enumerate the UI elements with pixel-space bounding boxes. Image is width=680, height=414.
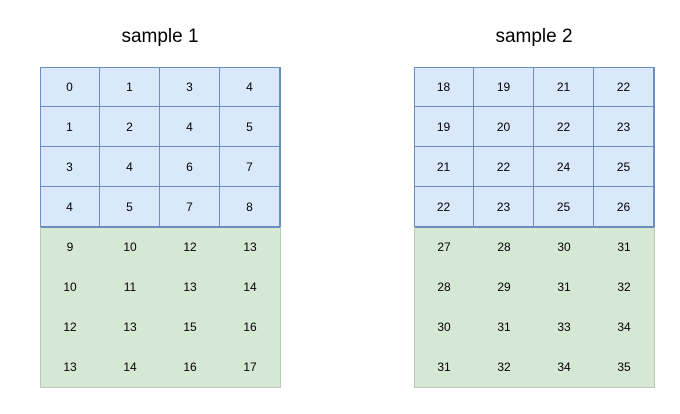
blue-cell: 2 xyxy=(100,107,160,147)
green-cell: 31 xyxy=(414,347,474,387)
green-cell: 16 xyxy=(220,307,280,347)
blue-cell: 26 xyxy=(594,187,654,227)
green-cell: 35 xyxy=(594,347,654,387)
blue-cell: 24 xyxy=(534,147,594,187)
blue-cell: 19 xyxy=(414,107,474,147)
green-cell: 31 xyxy=(534,267,594,307)
blue-cell: 4 xyxy=(40,187,100,227)
green-cell: 13 xyxy=(160,267,220,307)
blue-cell: 0 xyxy=(40,67,100,107)
green-cell: 33 xyxy=(534,307,594,347)
green-cell: 9 xyxy=(40,227,100,267)
blue-cell: 4 xyxy=(220,67,280,107)
blue-cell: 22 xyxy=(534,107,594,147)
green-cell: 32 xyxy=(474,347,534,387)
blue-cell: 19 xyxy=(474,67,534,107)
green-cell: 17 xyxy=(220,347,280,387)
blue-cell: 8 xyxy=(220,187,280,227)
sample-1-grid: 0 1 3 4 1 2 4 5 3 4 6 7 4 5 7 8 9 10 12 13 10 11 13 14 12 13 15 16 1… xyxy=(40,67,280,387)
green-cell: 16 xyxy=(160,347,220,387)
green-cell: 30 xyxy=(534,227,594,267)
green-cell: 27 xyxy=(414,227,474,267)
blue-cell: 7 xyxy=(220,147,280,187)
green-cell: 10 xyxy=(100,227,160,267)
green-cell: 15 xyxy=(160,307,220,347)
blue-cell: 5 xyxy=(100,187,160,227)
green-cell: 34 xyxy=(594,307,654,347)
blue-cell: 22 xyxy=(594,67,654,107)
blue-cell: 23 xyxy=(594,107,654,147)
green-cell: 32 xyxy=(594,267,654,307)
blue-cell: 25 xyxy=(594,147,654,187)
sample-2-title: sample 2 xyxy=(495,26,573,47)
blue-cell: 7 xyxy=(160,187,220,227)
blue-cell: 20 xyxy=(474,107,534,147)
blue-cell: 3 xyxy=(160,67,220,107)
green-cell: 28 xyxy=(474,227,534,267)
green-cell: 12 xyxy=(40,307,100,347)
blue-cell: 4 xyxy=(160,107,220,147)
green-cell: 34 xyxy=(534,347,594,387)
green-cell: 29 xyxy=(474,267,534,307)
sample-2-grid: 18 19 21 22 19 20 22 23 21 22 24 25 22 23 25 26 27 28 30 31… xyxy=(414,67,654,387)
blue-cell: 21 xyxy=(534,67,594,107)
green-cell: 10 xyxy=(40,267,100,307)
blue-cell: 22 xyxy=(474,147,534,187)
blue-cell: 1 xyxy=(40,107,100,147)
green-cell: 31 xyxy=(474,307,534,347)
blue-cell: 23 xyxy=(474,187,534,227)
green-cell: 28 xyxy=(414,267,474,307)
blue-cell: 18 xyxy=(414,67,474,107)
sample-1-title: sample 1 xyxy=(121,26,199,47)
blue-cell: 3 xyxy=(40,147,100,187)
green-cell: 14 xyxy=(220,267,280,307)
blue-cell: 4 xyxy=(100,147,160,187)
green-cell: 30 xyxy=(414,307,474,347)
green-cell: 13 xyxy=(220,227,280,267)
blue-cell: 25 xyxy=(534,187,594,227)
blue-cell: 6 xyxy=(160,147,220,187)
blue-cell: 21 xyxy=(414,147,474,187)
green-cell: 13 xyxy=(40,347,100,387)
green-cell: 14 xyxy=(100,347,160,387)
green-cell: 13 xyxy=(100,307,160,347)
blue-cell: 22 xyxy=(414,187,474,227)
blue-cell: 1 xyxy=(100,67,160,107)
blue-cell: 5 xyxy=(220,107,280,147)
green-cell: 11 xyxy=(100,267,160,307)
green-cell: 31 xyxy=(594,227,654,267)
green-cell: 12 xyxy=(160,227,220,267)
